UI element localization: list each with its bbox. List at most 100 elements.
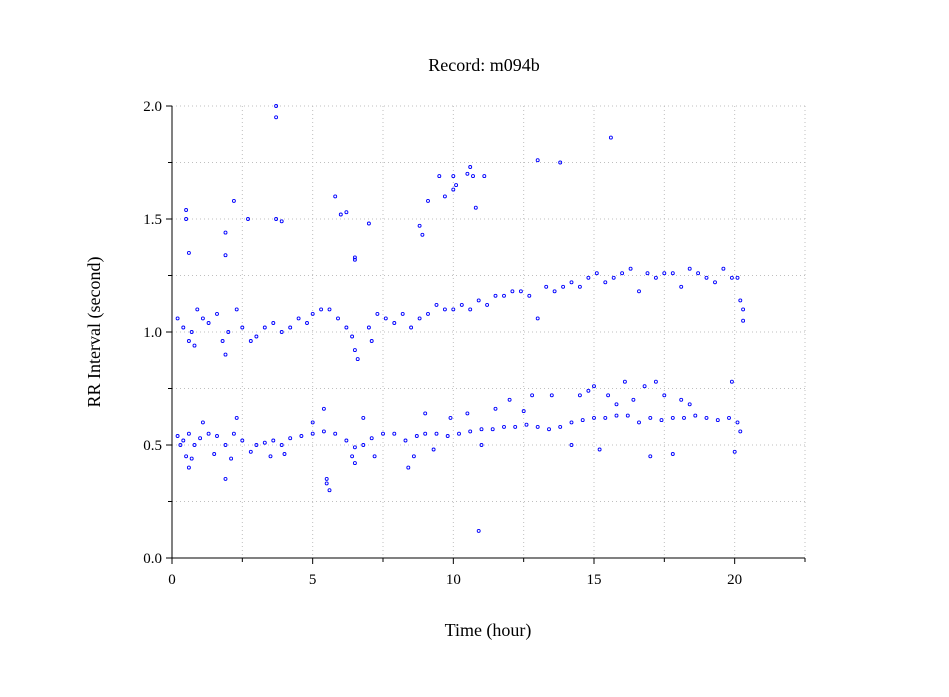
data-point [344, 210, 349, 215]
data-point [186, 250, 191, 255]
data-point [409, 325, 414, 330]
data-point [184, 217, 189, 221]
data-point [223, 443, 228, 447]
data-point [648, 454, 653, 459]
data-point [324, 476, 329, 481]
data-point [226, 330, 231, 334]
data-point [400, 311, 405, 316]
data-point [434, 431, 439, 436]
data-point [468, 165, 473, 169]
data-point [687, 402, 692, 407]
data-point [476, 528, 481, 533]
data-point [184, 208, 189, 212]
data-point [727, 415, 731, 420]
data-point [350, 454, 355, 459]
data-point [181, 438, 186, 443]
data-point [338, 212, 343, 217]
data-point [336, 316, 340, 321]
data-point [319, 307, 324, 312]
data-point [366, 325, 371, 330]
data-point [417, 223, 422, 228]
data-point [558, 160, 563, 165]
data-point [321, 406, 326, 411]
data-point [611, 275, 616, 280]
data-point [321, 429, 326, 434]
data-point [741, 307, 746, 312]
data-point [645, 271, 650, 276]
data-point [642, 384, 647, 389]
grid [172, 105, 806, 558]
data-point [282, 452, 287, 456]
data-point [614, 402, 619, 407]
data-point [682, 415, 686, 420]
data-point [206, 431, 211, 436]
x-tick-label: 10 [446, 572, 461, 588]
x-tick-label: 20 [727, 572, 742, 588]
data-point [442, 307, 447, 312]
data-point [485, 302, 490, 307]
data-point [631, 397, 636, 402]
data-point [375, 311, 380, 316]
data-point [696, 271, 701, 276]
data-point [471, 174, 475, 179]
data-point [662, 271, 667, 276]
data-point [577, 284, 582, 289]
data-point [451, 187, 456, 192]
data-point [535, 158, 540, 163]
data-point [426, 198, 430, 203]
data-point [392, 431, 397, 436]
data-point [195, 307, 200, 312]
data-point [254, 334, 259, 339]
data-point [493, 293, 498, 298]
data-point [231, 431, 236, 436]
data-point [186, 465, 191, 470]
data-point [468, 307, 473, 312]
data-point [234, 307, 239, 312]
data-point [271, 438, 276, 443]
data-point [366, 221, 371, 226]
data-point [670, 452, 675, 456]
data-point [597, 447, 602, 452]
data-point [738, 429, 743, 434]
data-point [510, 289, 515, 294]
data-point [417, 316, 422, 321]
data-point [735, 420, 740, 425]
data-point [628, 266, 633, 271]
data-point [296, 316, 301, 321]
data-point [577, 393, 582, 398]
data-point [262, 440, 267, 445]
data-point [704, 415, 709, 420]
data-point [310, 431, 315, 436]
data-point [592, 384, 596, 389]
data-point [350, 334, 355, 339]
data-point [468, 429, 473, 434]
ticks: 0 5 10 15 20 0.0 0.5 1.0 1.5 2.0 [143, 99, 806, 588]
data-point [254, 443, 259, 447]
data-point [274, 217, 279, 221]
data-point [426, 311, 430, 316]
data-point [310, 311, 315, 316]
data-point [679, 284, 684, 289]
data-point [580, 418, 585, 423]
data-point [653, 275, 658, 280]
data-point [352, 445, 357, 450]
data-point [420, 232, 425, 237]
data-point [403, 438, 408, 443]
data-point [687, 266, 692, 271]
data-point [181, 325, 186, 330]
data-point [741, 318, 746, 323]
data-point [479, 427, 484, 432]
data-point [223, 230, 228, 235]
data-point [271, 321, 276, 325]
data-point [299, 434, 304, 438]
data-point [622, 379, 627, 384]
data-point [431, 447, 436, 452]
data-point [352, 461, 357, 466]
data-point [279, 219, 284, 224]
data-point [738, 298, 743, 303]
data-point [569, 280, 574, 285]
data-point [648, 415, 653, 420]
data-point [175, 316, 180, 321]
data-point [178, 443, 183, 447]
